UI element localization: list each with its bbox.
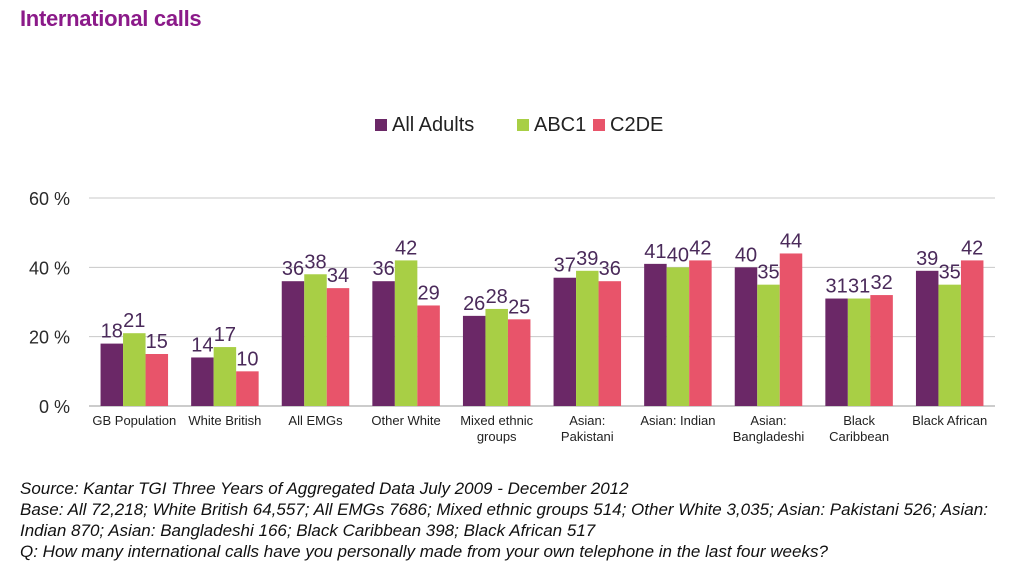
x-tick-label: Black African (912, 413, 987, 428)
data-label: 38 (304, 251, 326, 273)
x-tick-label: Other White (371, 413, 440, 428)
data-label: 36 (372, 258, 394, 280)
bar (100, 343, 124, 406)
bar (960, 260, 984, 406)
data-label: 31 (825, 276, 847, 298)
bar (417, 305, 440, 406)
y-tick-label: 60 % (29, 189, 70, 209)
bar (304, 274, 327, 406)
data-label: 26 (463, 293, 485, 315)
data-label: 34 (327, 265, 349, 287)
x-tick-label: Asian: (569, 413, 605, 428)
x-tick-label: Pakistani (561, 429, 614, 444)
bar (191, 357, 214, 406)
x-axis: GB Population White British All EMGs Other … (92, 413, 987, 444)
bar (666, 267, 690, 406)
x-tick-label: GB Population (92, 413, 176, 428)
data-label: 42 (689, 237, 711, 259)
y-axis: 0 % 20 % 40 % 60 % (29, 189, 995, 417)
data-label: 35 (939, 262, 961, 284)
x-tick-label: White British (188, 413, 261, 428)
bar (757, 284, 780, 406)
data-label: 39 (916, 248, 938, 270)
data-label: 10 (236, 348, 258, 370)
bar (598, 281, 622, 406)
y-tick-label: 20 % (29, 328, 70, 348)
legend-label: C2DE (610, 114, 663, 136)
bar-chart: All Adults ABC1 C2DE 0 %20 %40 %60 % 18 211… (29, 114, 995, 444)
source-note: Source: Kantar TGI Three Years of Aggreg… (20, 479, 629, 498)
bar (915, 270, 939, 406)
x-tick-label: Caribbean (829, 429, 889, 444)
legend-label: All Adults (392, 114, 474, 136)
legend-swatch (517, 119, 529, 131)
x-tick-label: groups (477, 429, 517, 444)
x-tick-label: Mixed ethnic (460, 413, 533, 428)
data-label: 41 (644, 241, 666, 263)
bar (576, 270, 599, 406)
base-note: Base: All 72,218; White British 64,557; … (20, 500, 988, 540)
x-tick-label: All EMGs (288, 413, 343, 428)
bar (326, 288, 350, 406)
question-note: Q: How many international calls have you… (20, 542, 828, 561)
x-tick-label: Black (843, 413, 875, 428)
bar (213, 347, 237, 406)
bar (145, 354, 169, 406)
data-label: 28 (486, 286, 508, 308)
bar (734, 267, 758, 406)
bar (847, 298, 871, 406)
legend-label: ABC1 (534, 114, 586, 136)
data-label: 25 (508, 296, 530, 318)
y-tick-label: 0 % (39, 397, 70, 417)
bar (281, 281, 305, 406)
data-label: 36 (282, 258, 304, 280)
bar (870, 295, 893, 406)
bar (779, 253, 803, 406)
bar (644, 263, 667, 406)
data-label: 37 (554, 255, 576, 277)
bar (372, 281, 395, 406)
data-label: 40 (735, 244, 757, 266)
data-label: 14 (191, 334, 213, 356)
bar (507, 319, 531, 406)
page-title: International calls (20, 6, 202, 31)
data-label: 36 (599, 258, 621, 280)
data-label: 21 (123, 310, 145, 332)
data-label: 40 (667, 244, 689, 266)
data-label: 17 (214, 324, 236, 346)
legend-swatch (375, 119, 387, 131)
data-label: 35 (757, 262, 779, 284)
data-label: 39 (576, 248, 598, 270)
bar (462, 315, 486, 406)
bar (394, 260, 418, 406)
bar (485, 308, 508, 406)
data-label: 42 (395, 237, 417, 259)
bar (689, 260, 712, 406)
data-label: 32 (870, 272, 892, 294)
x-tick-label: Bangladeshi (733, 429, 805, 444)
bar (123, 333, 146, 406)
data-label: 29 (417, 282, 439, 304)
x-tick-label: Asian: (750, 413, 786, 428)
data-label: 31 (848, 276, 870, 298)
data-label: 44 (780, 230, 802, 252)
data-label: 15 (146, 331, 168, 353)
chart-legend: All Adults ABC1 C2DE (375, 114, 663, 136)
bar (938, 284, 961, 406)
y-tick-label: 40 % (29, 258, 70, 278)
data-label: 18 (101, 321, 123, 343)
data-label: 42 (961, 237, 983, 259)
bar (236, 371, 259, 406)
chart-footer: Source: Kantar TGI Three Years of Aggreg… (20, 478, 1010, 562)
bar (825, 298, 848, 406)
x-tick-label: Asian: Indian (640, 413, 715, 428)
bar (553, 277, 577, 406)
legend-swatch (593, 119, 605, 131)
